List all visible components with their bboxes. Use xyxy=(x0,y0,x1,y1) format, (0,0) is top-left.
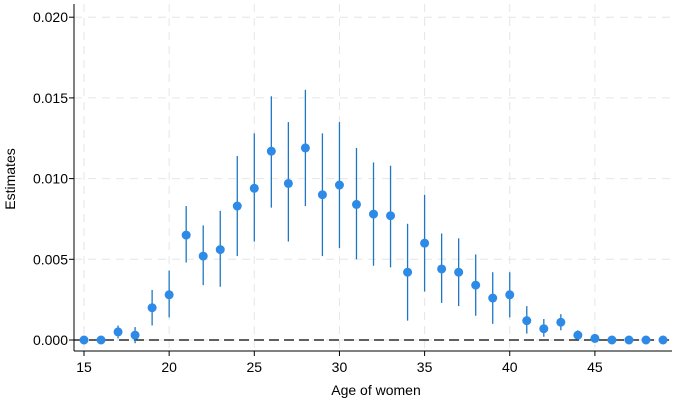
estimate-point xyxy=(369,209,379,219)
estimate-point xyxy=(403,267,413,277)
estimate-point xyxy=(488,293,498,303)
estimate-point xyxy=(96,335,106,345)
estimate-point xyxy=(437,264,447,274)
estimate-point xyxy=(590,333,600,343)
estimate-point xyxy=(624,335,634,345)
estimate-point xyxy=(266,146,276,156)
x-tick-label: 35 xyxy=(417,359,433,375)
estimate-point xyxy=(454,267,464,277)
estimate-point xyxy=(147,303,157,313)
y-axis-title: Estimates xyxy=(2,148,18,209)
estimate-point xyxy=(215,245,225,255)
x-ticks: 15 20 25 30 35 40 45 xyxy=(76,351,603,375)
y-ticks: 0.000 0.005 0.010 0.015 0.020 xyxy=(33,9,74,348)
estimate-point xyxy=(79,335,89,345)
x-tick-label: 40 xyxy=(502,359,518,375)
x-tick-label: 20 xyxy=(161,359,177,375)
y-tick-label: 0.015 xyxy=(33,90,68,106)
estimate-point xyxy=(113,327,123,337)
estimate-point xyxy=(658,335,668,345)
y-tick-label: 0.005 xyxy=(33,251,68,267)
estimate-point xyxy=(522,316,532,326)
point-estimates xyxy=(79,143,668,345)
y-tick-label: 0.010 xyxy=(33,171,68,187)
estimate-point xyxy=(300,143,310,153)
estimate-point xyxy=(181,230,191,240)
y-tick-label: 0.020 xyxy=(33,9,68,25)
estimate-point xyxy=(164,290,174,300)
estimate-point xyxy=(471,280,481,290)
estimate-point xyxy=(556,317,566,327)
y-tick-label: 0.000 xyxy=(33,332,68,348)
estimate-point xyxy=(641,335,651,345)
estimate-point xyxy=(607,335,617,345)
x-tick-label: 45 xyxy=(587,359,603,375)
estimate-point xyxy=(539,324,549,334)
estimate-point xyxy=(198,251,208,261)
estimate-point xyxy=(249,183,259,193)
estimate-point xyxy=(573,330,583,340)
estimate-point xyxy=(232,201,242,211)
x-tick-label: 15 xyxy=(76,359,92,375)
estimate-point xyxy=(283,178,293,188)
estimate-point xyxy=(386,211,396,221)
x-tick-label: 25 xyxy=(247,359,263,375)
estimate-point xyxy=(505,290,515,300)
estimate-point xyxy=(317,190,327,200)
estimate-point xyxy=(420,238,430,248)
estimate-point xyxy=(130,330,140,340)
x-tick-label: 30 xyxy=(332,359,348,375)
estimate-point xyxy=(334,180,344,190)
estimate-point xyxy=(351,199,361,209)
axes xyxy=(73,4,672,352)
x-axis-title: Age of women xyxy=(331,382,421,398)
